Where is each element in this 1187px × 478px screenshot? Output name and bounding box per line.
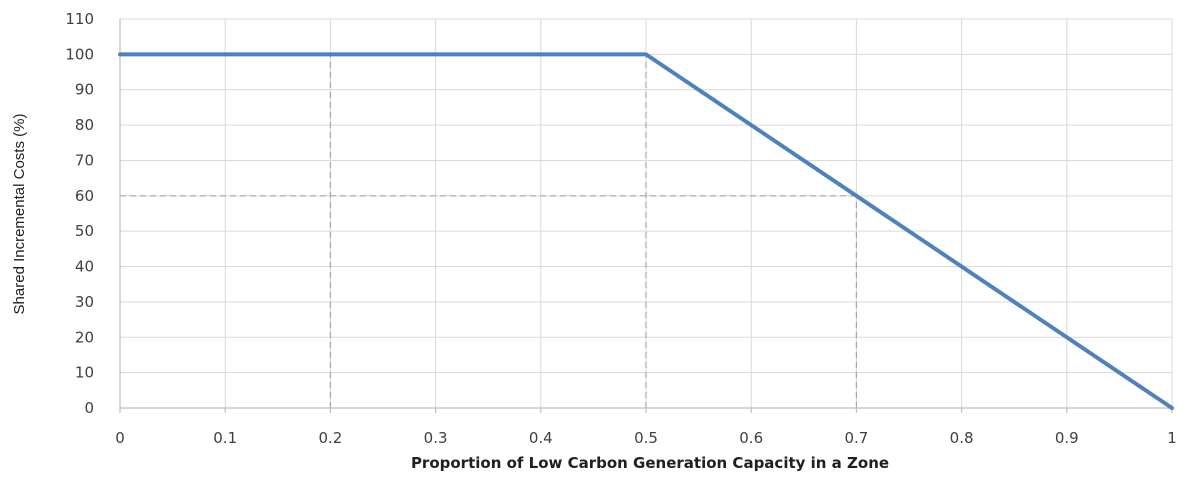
x-tick-label: 0.6 [739, 429, 763, 447]
x-tick-label: 0.3 [424, 429, 448, 447]
y-tick-label: 100 [65, 45, 94, 63]
y-tick-label: 20 [75, 328, 94, 346]
x-tick-label: 0 [115, 429, 125, 447]
y-tick-label: 10 [75, 364, 94, 382]
y-tick-label: 80 [75, 116, 94, 134]
y-tick-label: 30 [75, 293, 94, 311]
y-tick-label: 110 [65, 10, 94, 28]
y-tick-labels: 0 10 20 30 40 50 60 70 80 90 100 110 [65, 10, 94, 417]
x-tick-label: 0.4 [529, 429, 553, 447]
y-tick-label: 0 [84, 399, 94, 417]
y-tick-label: 60 [75, 187, 94, 205]
y-tick-label: 50 [75, 222, 94, 240]
x-tick-labels: 0 0.1 0.2 0.3 0.4 0.5 0.6 0.7 0.8 0.9 1 [115, 429, 1177, 447]
x-tick-label: 1 [1167, 429, 1177, 447]
y-axis-title: Shared Incremental Costs (%) [11, 114, 28, 315]
x-tick-label: 0.7 [844, 429, 868, 447]
x-tick-label: 0.1 [213, 429, 237, 447]
reference-lines [120, 54, 858, 408]
x-axis-title: Proportion of Low Carbon Generation Capa… [411, 454, 889, 472]
y-tick-label: 40 [75, 258, 94, 276]
y-tick-label: 70 [75, 151, 94, 169]
series-layer [118, 52, 1174, 410]
y-tick-label: 90 [75, 81, 94, 99]
x-tick-label: 0.9 [1055, 429, 1079, 447]
x-tick-label: 0.2 [318, 429, 342, 447]
x-tick-label: 0.5 [634, 429, 658, 447]
axes [119, 19, 1173, 413]
x-tick-label: 0.8 [950, 429, 974, 447]
series-line [118, 52, 1174, 410]
